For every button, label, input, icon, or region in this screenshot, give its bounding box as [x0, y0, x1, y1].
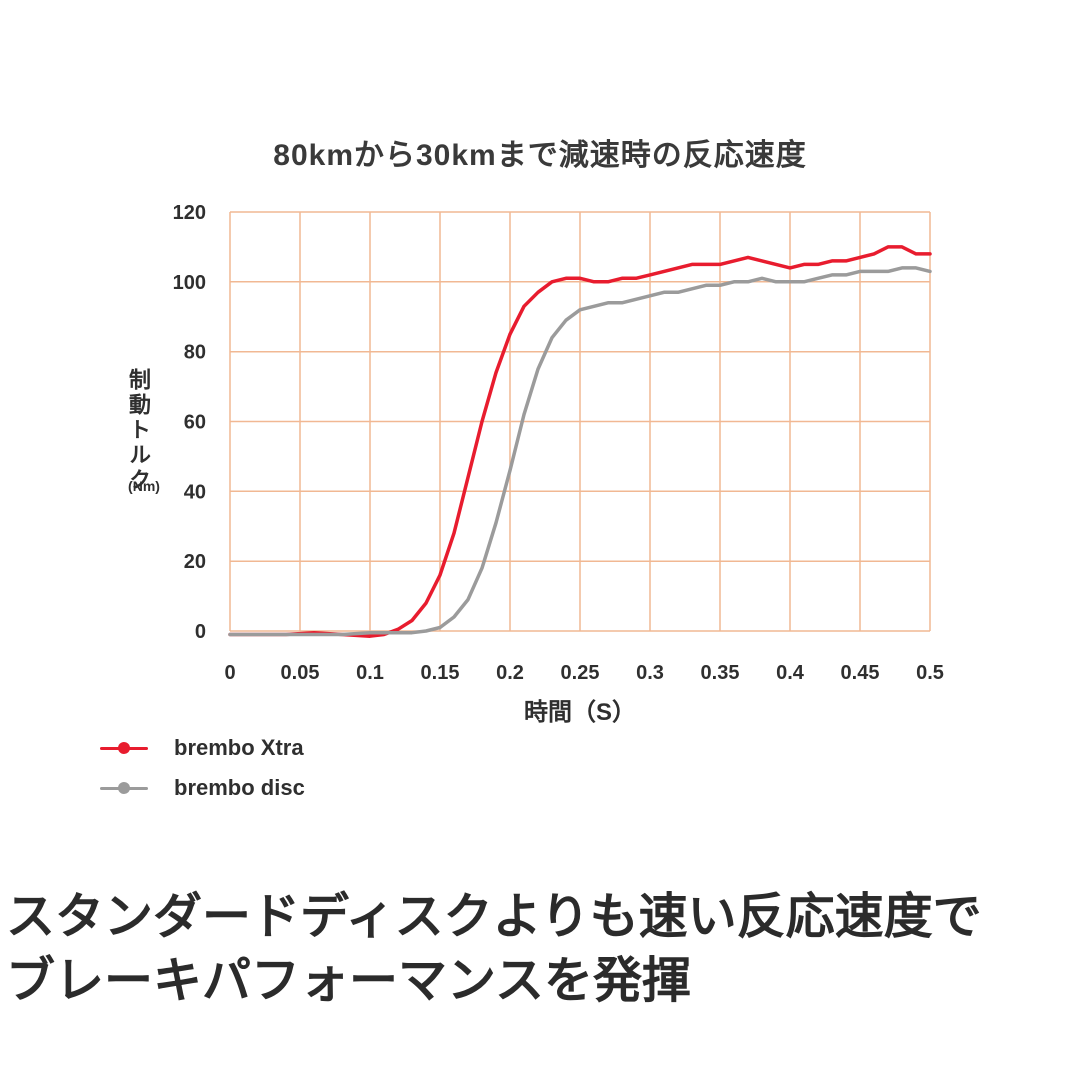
y-tick-label: 100 — [173, 272, 206, 294]
series-line-brembo-disc — [228, 266, 932, 637]
x-tick-label: 0.25 — [561, 662, 600, 684]
legend-line-dot-icon — [100, 742, 148, 754]
caption-text: スタンダードディスクよりも速い反応速度で ブレーキパフォーマンスを発揮 — [6, 886, 1080, 1013]
x-tick-label: 0.15 — [421, 662, 460, 684]
chart-title: 80kmから30kmまで減速時の反応速度 — [273, 139, 807, 172]
x-tick-label: 0.05 — [281, 662, 320, 684]
x-tick-label: 0 — [224, 662, 235, 684]
x-axis-label: 時間（S） — [523, 699, 636, 726]
chart-legend: brembo Xtra brembo disc — [100, 728, 305, 808]
x-tick-label: 0.1 — [356, 662, 384, 684]
y-tick-label: 20 — [184, 551, 206, 573]
y-tick-label: 80 — [184, 342, 206, 364]
caption-line-2: ブレーキパフォーマンスを発揮 — [6, 953, 692, 1008]
legend-label: brembo disc — [174, 775, 305, 800]
y-tick-label: 40 — [184, 481, 206, 503]
y-tick-label: 60 — [184, 412, 206, 434]
y-tick-label: 120 — [173, 202, 206, 224]
x-tick-label: 0.45 — [841, 662, 880, 684]
y-axis-label: 制動トルク — [126, 368, 151, 493]
caption-line-1: スタンダードディスクよりも速い反応速度で — [6, 890, 982, 944]
x-tick-label: 0.5 — [916, 662, 944, 684]
x-tick-label: 0.35 — [701, 662, 740, 684]
legend-item-brembo-disc: brembo disc — [100, 768, 305, 808]
series-line-brembo-xtra — [228, 245, 932, 638]
y-axis-unit: (Nm) — [128, 478, 160, 494]
x-tick-label: 0.2 — [496, 662, 524, 684]
legend-item-brembo-xtra: brembo Xtra — [100, 728, 305, 768]
x-tick-label: 0.3 — [636, 662, 664, 684]
legend-label: brembo Xtra — [174, 735, 304, 760]
x-tick-label: 0.4 — [776, 662, 805, 684]
y-tick-label: 0 — [195, 621, 206, 643]
legend-line-dot-icon — [100, 782, 148, 794]
